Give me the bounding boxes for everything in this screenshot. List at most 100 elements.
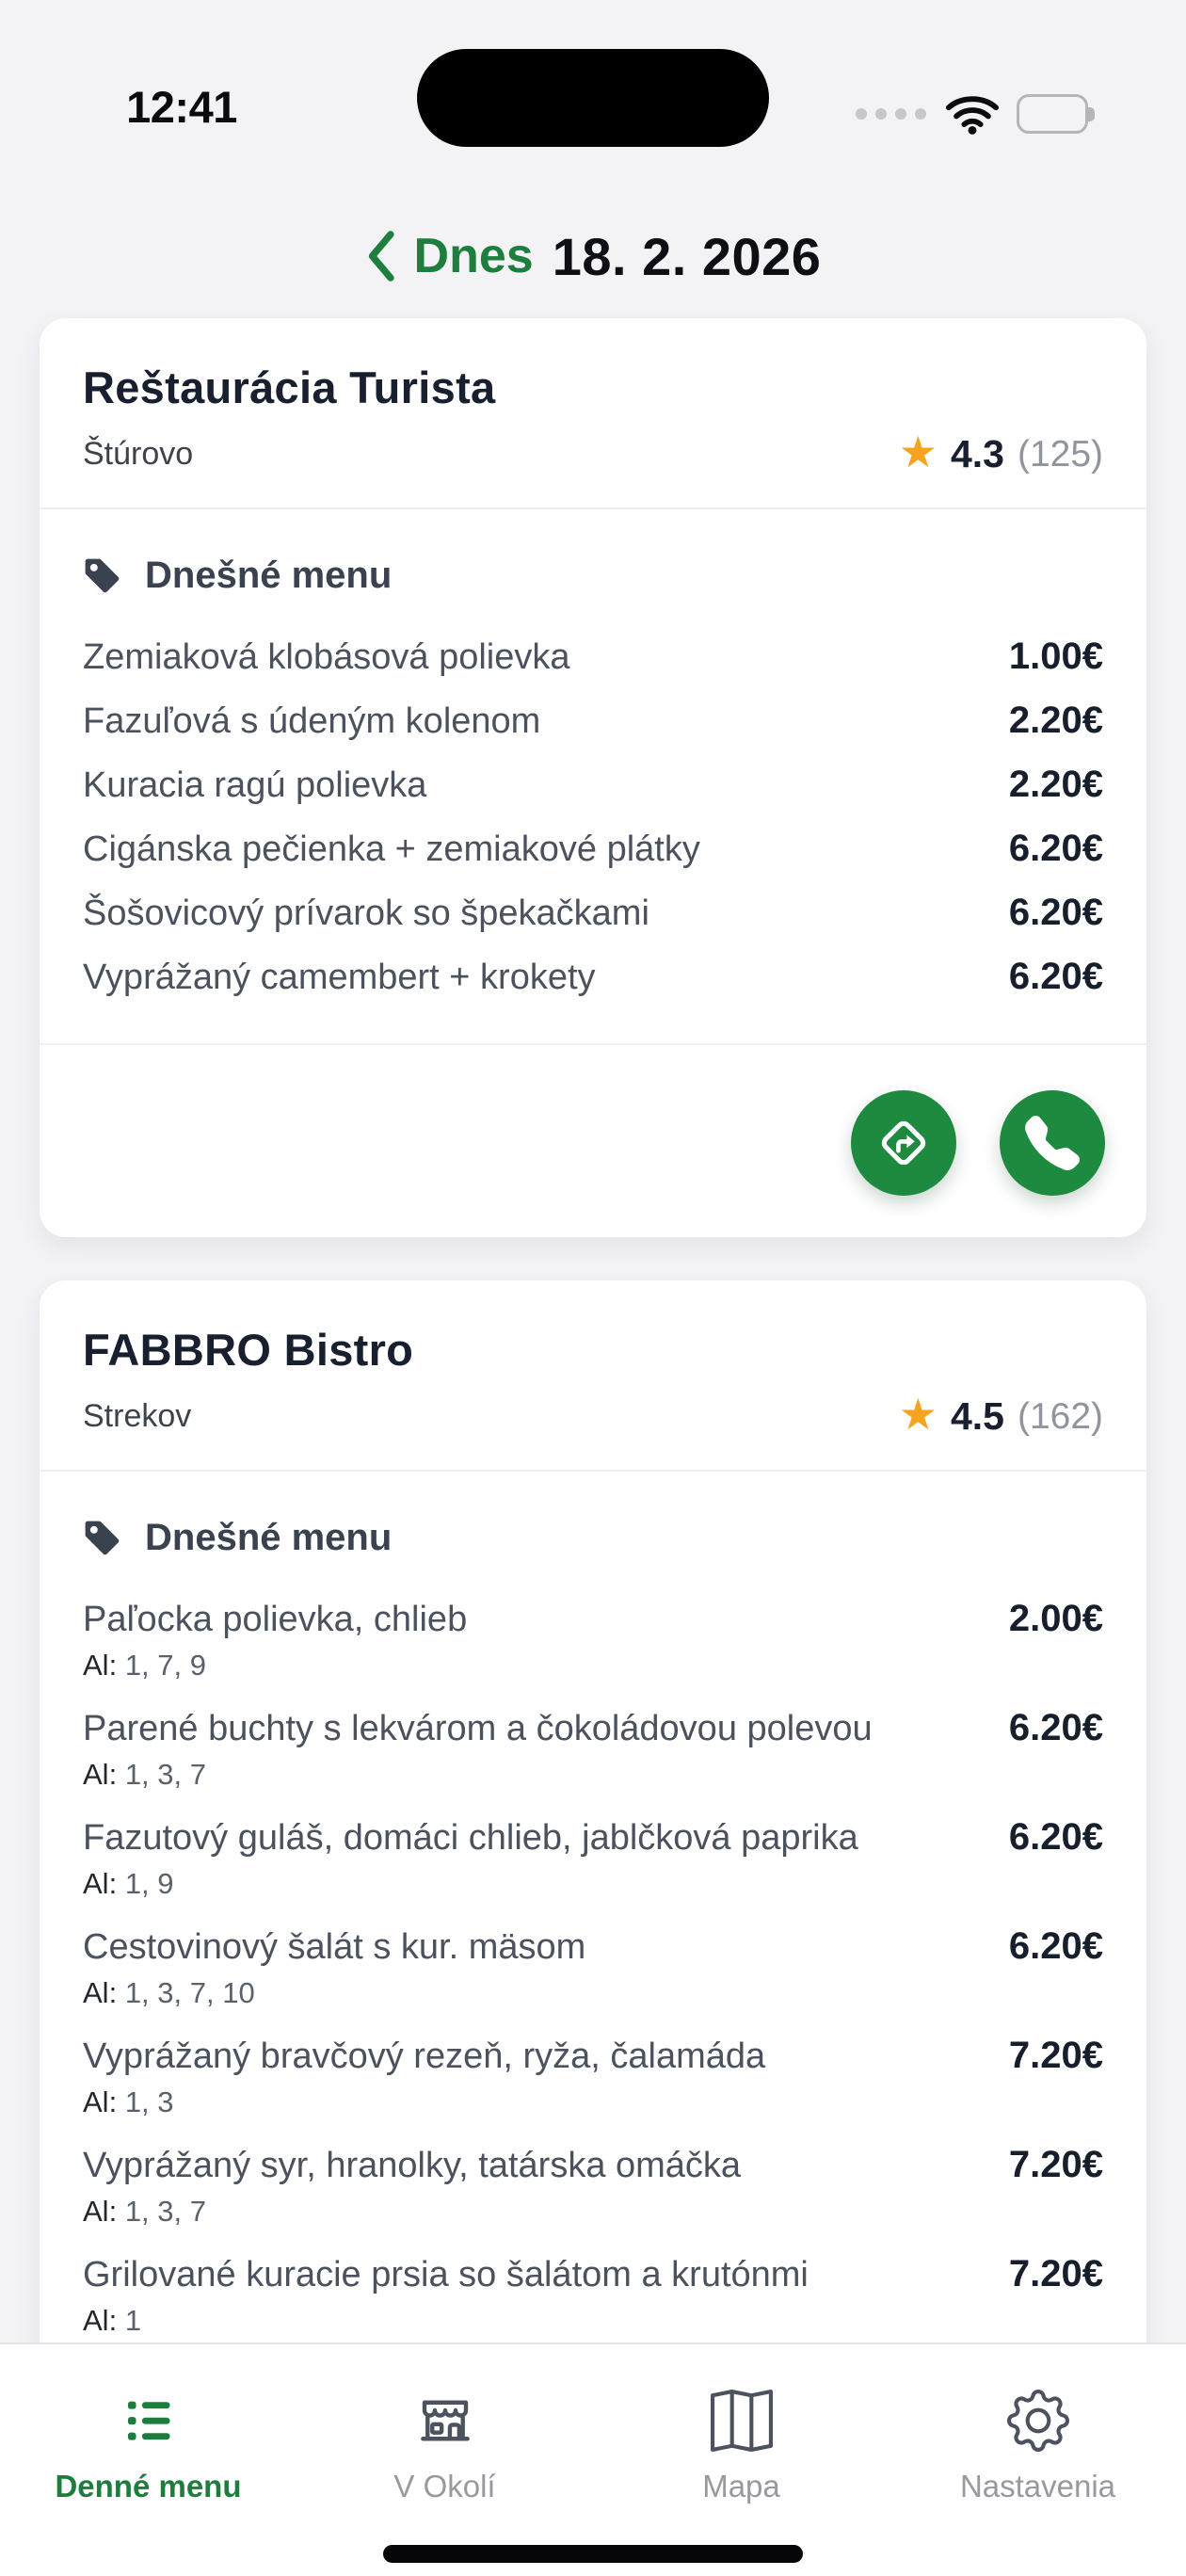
tab-map[interactable]: Mapa <box>593 2344 890 2576</box>
menu-item-price: 2.20€ <box>1008 700 1103 741</box>
list-icon <box>127 2401 170 2440</box>
menu-item-price: 6.20€ <box>1008 1925 1103 1967</box>
restaurant-city: Štúrovo <box>83 435 194 472</box>
directions-icon <box>881 1120 926 1166</box>
status-bar: 12:41 <box>0 0 1186 169</box>
card-actions <box>40 1043 1146 1237</box>
allergens: Al: 1, 7, 9 <box>83 1649 206 1682</box>
menu-item-row: Kuracia ragú polievka 2.20€ <box>83 763 1103 808</box>
today-label[interactable]: Dnes <box>413 229 534 283</box>
restaurant-list: Reštaurácia Turista Štúrovo ★ 4.3 (125) <box>0 318 1186 2382</box>
menu-item-name: Vyprážaný bravčový rezeň, ryža, čalamáda <box>83 2037 766 2076</box>
menu-item-name: Fazutový guláš, domáci chlieb, jablčková… <box>83 1818 858 1858</box>
review-count: (162) <box>1017 1395 1103 1437</box>
menu-item: Vyprážaný syr, hranolky, tatárska omáčka… <box>83 2143 1103 2230</box>
rating-value: 4.5 <box>950 1393 1004 1438</box>
tab-nearby[interactable]: V Okolí <box>296 2344 593 2576</box>
tab-label: Nastavenia <box>959 2469 1116 2504</box>
menu-item-row: Vyprážaný camembert + krokety 6.20€ <box>83 955 1103 1000</box>
cellular-signal-icon <box>856 108 926 120</box>
menu-section-title: Dnešné menu <box>145 1517 393 1558</box>
menu-section-title: Dnešné menu <box>145 555 393 596</box>
menu-item-price: 2.20€ <box>1008 764 1103 805</box>
directions-button[interactable] <box>851 1090 956 1196</box>
rating: ★ 4.5 (162) <box>898 1390 1103 1439</box>
home-indicator[interactable] <box>383 2545 803 2563</box>
rating: ★ 4.3 (125) <box>898 427 1103 476</box>
menu-item-name: Cigánska pečienka + zemiakové plátky <box>83 829 700 869</box>
tag-icon <box>85 558 120 592</box>
menu-item-price: 7.20€ <box>1008 2144 1103 2185</box>
restaurant-card: Reštaurácia Turista Štúrovo ★ 4.3 (125) <box>40 318 1146 1237</box>
menu-item-name: Fazuľová s údeným kolenom <box>83 701 541 741</box>
allergens: Al: 1, 3 <box>83 2085 174 2118</box>
dynamic-island <box>417 49 769 147</box>
menu-section-header: Dnešné menu <box>83 1517 1103 1559</box>
battery-icon <box>1017 94 1095 134</box>
menu-item-price: 1.00€ <box>1008 636 1103 677</box>
allergens: Al: 1, 3, 7 <box>83 1758 206 1791</box>
menu-item-name: Grilované kuracie prsia so šalátom a kru… <box>83 2255 809 2294</box>
restaurant-card: FABBRO Bistro Strekov ★ 4.5 (162) Dnešn <box>40 1280 1146 2382</box>
menu-item-name: Paľocka polievka, chlieb <box>83 1600 468 1639</box>
menu-section: Dnešné menu Zemiaková klobásová polievka… <box>40 509 1146 1043</box>
rating-value: 4.3 <box>950 431 1004 475</box>
date-navigation: Dnes 18. 2. 2026 <box>0 218 1186 294</box>
menu-item-name: Parené buchty s lekvárom a čokoládovou p… <box>83 1709 873 1748</box>
menu-item: Cestovinový šalát s kur. mäsom 6.20€ Al:… <box>83 1924 1103 2011</box>
menu-item-price: 7.20€ <box>1008 2035 1103 2076</box>
tab-bar: Denné menu V Okolí Mapa Nastavenia <box>0 2343 1186 2576</box>
storefront-icon <box>420 2400 470 2441</box>
menu-item: Vyprážaný bravčový rezeň, ryža, čalamáda… <box>83 2034 1103 2120</box>
menu-item-row: Fazuľová s údeným kolenom 2.20€ <box>83 699 1103 744</box>
call-button[interactable] <box>1000 1090 1105 1196</box>
tab-label: Mapa <box>702 2469 780 2504</box>
restaurant-city: Strekov <box>83 1397 192 1434</box>
star-icon: ★ <box>898 427 938 476</box>
menu-section-header: Dnešné menu <box>83 555 1103 597</box>
tab-settings[interactable]: Nastavenia <box>890 2344 1186 2576</box>
restaurant-name: FABBRO Bistro <box>83 1325 414 1375</box>
menu-item-name: Zemiaková klobásová polievka <box>83 637 570 677</box>
menu-item-name: Cestovinový šalát s kur. mäsom <box>83 1927 586 1967</box>
menu-item: Parené buchty s lekvárom a čokoládovou p… <box>83 1706 1103 1793</box>
menu-item-price: 2.00€ <box>1008 1598 1103 1639</box>
review-count: (125) <box>1017 433 1103 475</box>
menu-item-name: Šošovicový prívarok so špekačkami <box>83 894 649 933</box>
allergens: Al: 1, 9 <box>83 1867 174 1900</box>
restaurant-name: Reštaurácia Turista <box>83 362 496 412</box>
phone-icon <box>1025 1116 1080 1170</box>
status-time: 12:41 <box>126 82 237 132</box>
menu-item-price: 6.20€ <box>1008 956 1103 997</box>
menu-item-name: Vyprážaný syr, hranolky, tatárska omáčka <box>83 2146 742 2185</box>
allergens: Al: 1, 3, 7 <box>83 2195 206 2228</box>
divider <box>40 1470 1146 1472</box>
menu-section: Dnešné menu Paľocka polievka, chlieb 2.0… <box>40 1472 1146 2382</box>
tab-daily-menu[interactable]: Denné menu <box>0 2344 296 2576</box>
restaurant-header[interactable]: Reštaurácia Turista Štúrovo ★ 4.3 (125) <box>40 318 1146 507</box>
back-chevron-icon[interactable] <box>365 230 395 282</box>
menu-item: Grilované kuracie prsia so šalátom a kru… <box>83 2252 1103 2339</box>
menu-item-price: 6.20€ <box>1008 828 1103 869</box>
menu-item-price: 6.20€ <box>1008 892 1103 933</box>
restaurant-header[interactable]: FABBRO Bistro Strekov ★ 4.5 (162) <box>40 1280 1146 1470</box>
tab-label: V Okolí <box>393 2469 496 2504</box>
menu-item-row: Šošovicový prívarok so špekačkami 6.20€ <box>83 891 1103 936</box>
menu-item: Paľocka polievka, chlieb 2.00€ Al: 1, 7,… <box>83 1597 1103 1683</box>
menu-item: Fazutový guláš, domáci chlieb, jablčková… <box>83 1815 1103 1902</box>
wifi-icon <box>945 96 1000 135</box>
menu-item-row: Zemiaková klobásová polievka 1.00€ <box>83 635 1103 680</box>
allergens: Al: 1, 3, 7, 10 <box>83 1976 255 2009</box>
menu-item-row: Cigánska pečienka + zemiakové plátky 6.2… <box>83 827 1103 872</box>
menu-item-name: Vyprážaný camembert + krokety <box>83 958 596 997</box>
menu-item-price: 6.20€ <box>1008 1707 1103 1748</box>
tab-label: Denné menu <box>55 2469 242 2504</box>
status-indicators <box>856 92 1095 136</box>
menu-item-price: 7.20€ <box>1008 2253 1103 2294</box>
tag-icon <box>85 1521 120 1554</box>
allergens: Al: 1 <box>83 2304 142 2337</box>
menu-item-name: Kuracia ragú polievka <box>83 765 427 805</box>
gear-icon <box>1006 2390 1069 2452</box>
star-icon: ★ <box>898 1390 938 1439</box>
